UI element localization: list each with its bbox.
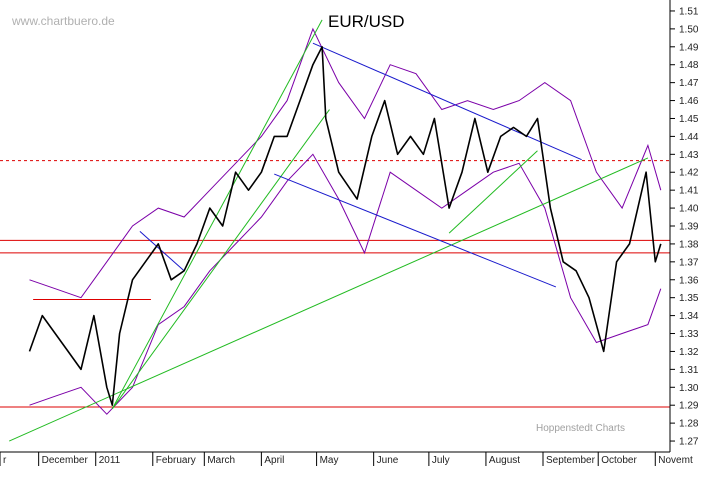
x-tick-label-6: May (320, 455, 339, 466)
uptrend-line-1 (111, 19, 323, 410)
uptrend-line-2 (111, 109, 330, 410)
y-tick-label-5: 1.46 (679, 96, 699, 107)
y-tick-label-12: 1.39 (679, 222, 699, 233)
chart-title: EUR/USD (328, 12, 405, 31)
y-tick-label-3: 1.48 (679, 60, 699, 71)
uptrend-line-3 (448, 150, 538, 234)
y-tick-label-20: 1.31 (679, 365, 699, 376)
y-tick-label-16: 1.35 (679, 293, 699, 304)
y-tick-label-8: 1.43 (679, 150, 699, 161)
y-tick-label-9: 1.42 (679, 168, 699, 179)
y-tick-label-24: 1.27 (679, 437, 699, 448)
y-tick-label-23: 1.28 (679, 419, 699, 430)
bollinger-lower-line (29, 153, 662, 415)
y-tick-label-17: 1.34 (679, 311, 699, 322)
trendlines (9, 19, 649, 442)
x-tick-label-3: February (156, 455, 196, 466)
x-tick-label-2: 2011 (99, 455, 121, 466)
price-line (28, 45, 662, 407)
x-tick-label-9: August (489, 455, 520, 466)
x-axis-ticks: r December 2011 February March April May June Ju… (0, 452, 693, 466)
x-tick-label-1: December (42, 455, 89, 466)
watermark-text: www.chartbuero.de (11, 14, 115, 28)
bollinger-bands (29, 27, 662, 415)
y-axis-ticks: 1.51 1.50 1.49 1.48 1.47 1.46 1.45 1.44 1.43 1.42… (670, 6, 699, 448)
y-tick-label-13: 1.38 (679, 239, 699, 250)
y-tick-label-19: 1.32 (679, 347, 699, 358)
x-tick-label-10: September (546, 455, 596, 466)
uptrend-line-0 (9, 157, 649, 442)
y-tick-label-21: 1.30 (679, 383, 699, 394)
y-tick-label-2: 1.49 (679, 42, 699, 53)
y-tick-label-22: 1.29 (679, 401, 699, 412)
x-tick-label-4: March (207, 455, 235, 466)
x-tick-label-7: June (377, 455, 399, 466)
downtrend-line-5 (274, 173, 557, 288)
x-tick-label-5: April (264, 455, 284, 466)
y-tick-label-0: 1.51 (679, 6, 699, 17)
x-tick-label-0: r (3, 455, 7, 466)
y-tick-label-14: 1.37 (679, 257, 699, 268)
y-tick-label-4: 1.47 (679, 78, 699, 89)
credit-text: Hoppenstedt Charts (536, 423, 625, 434)
y-tick-label-1: 1.50 (679, 24, 699, 35)
y-tick-label-10: 1.41 (679, 186, 699, 197)
horizontal-levels (0, 160, 670, 408)
y-tick-label-18: 1.33 (679, 329, 699, 340)
y-tick-label-11: 1.40 (679, 204, 699, 215)
y-tick-label-6: 1.45 (679, 114, 699, 125)
price-series (28, 45, 662, 407)
y-tick-label-15: 1.36 (679, 275, 699, 286)
downtrend-line-4 (312, 42, 582, 161)
x-tick-label-12: Novemt (658, 455, 693, 466)
y-tick-label-7: 1.44 (679, 132, 699, 143)
bollinger-upper-line (29, 27, 662, 299)
x-tick-label-11: October (601, 455, 637, 466)
x-tick-label-8: July (432, 455, 450, 466)
downtrend-line-6 (139, 231, 185, 272)
